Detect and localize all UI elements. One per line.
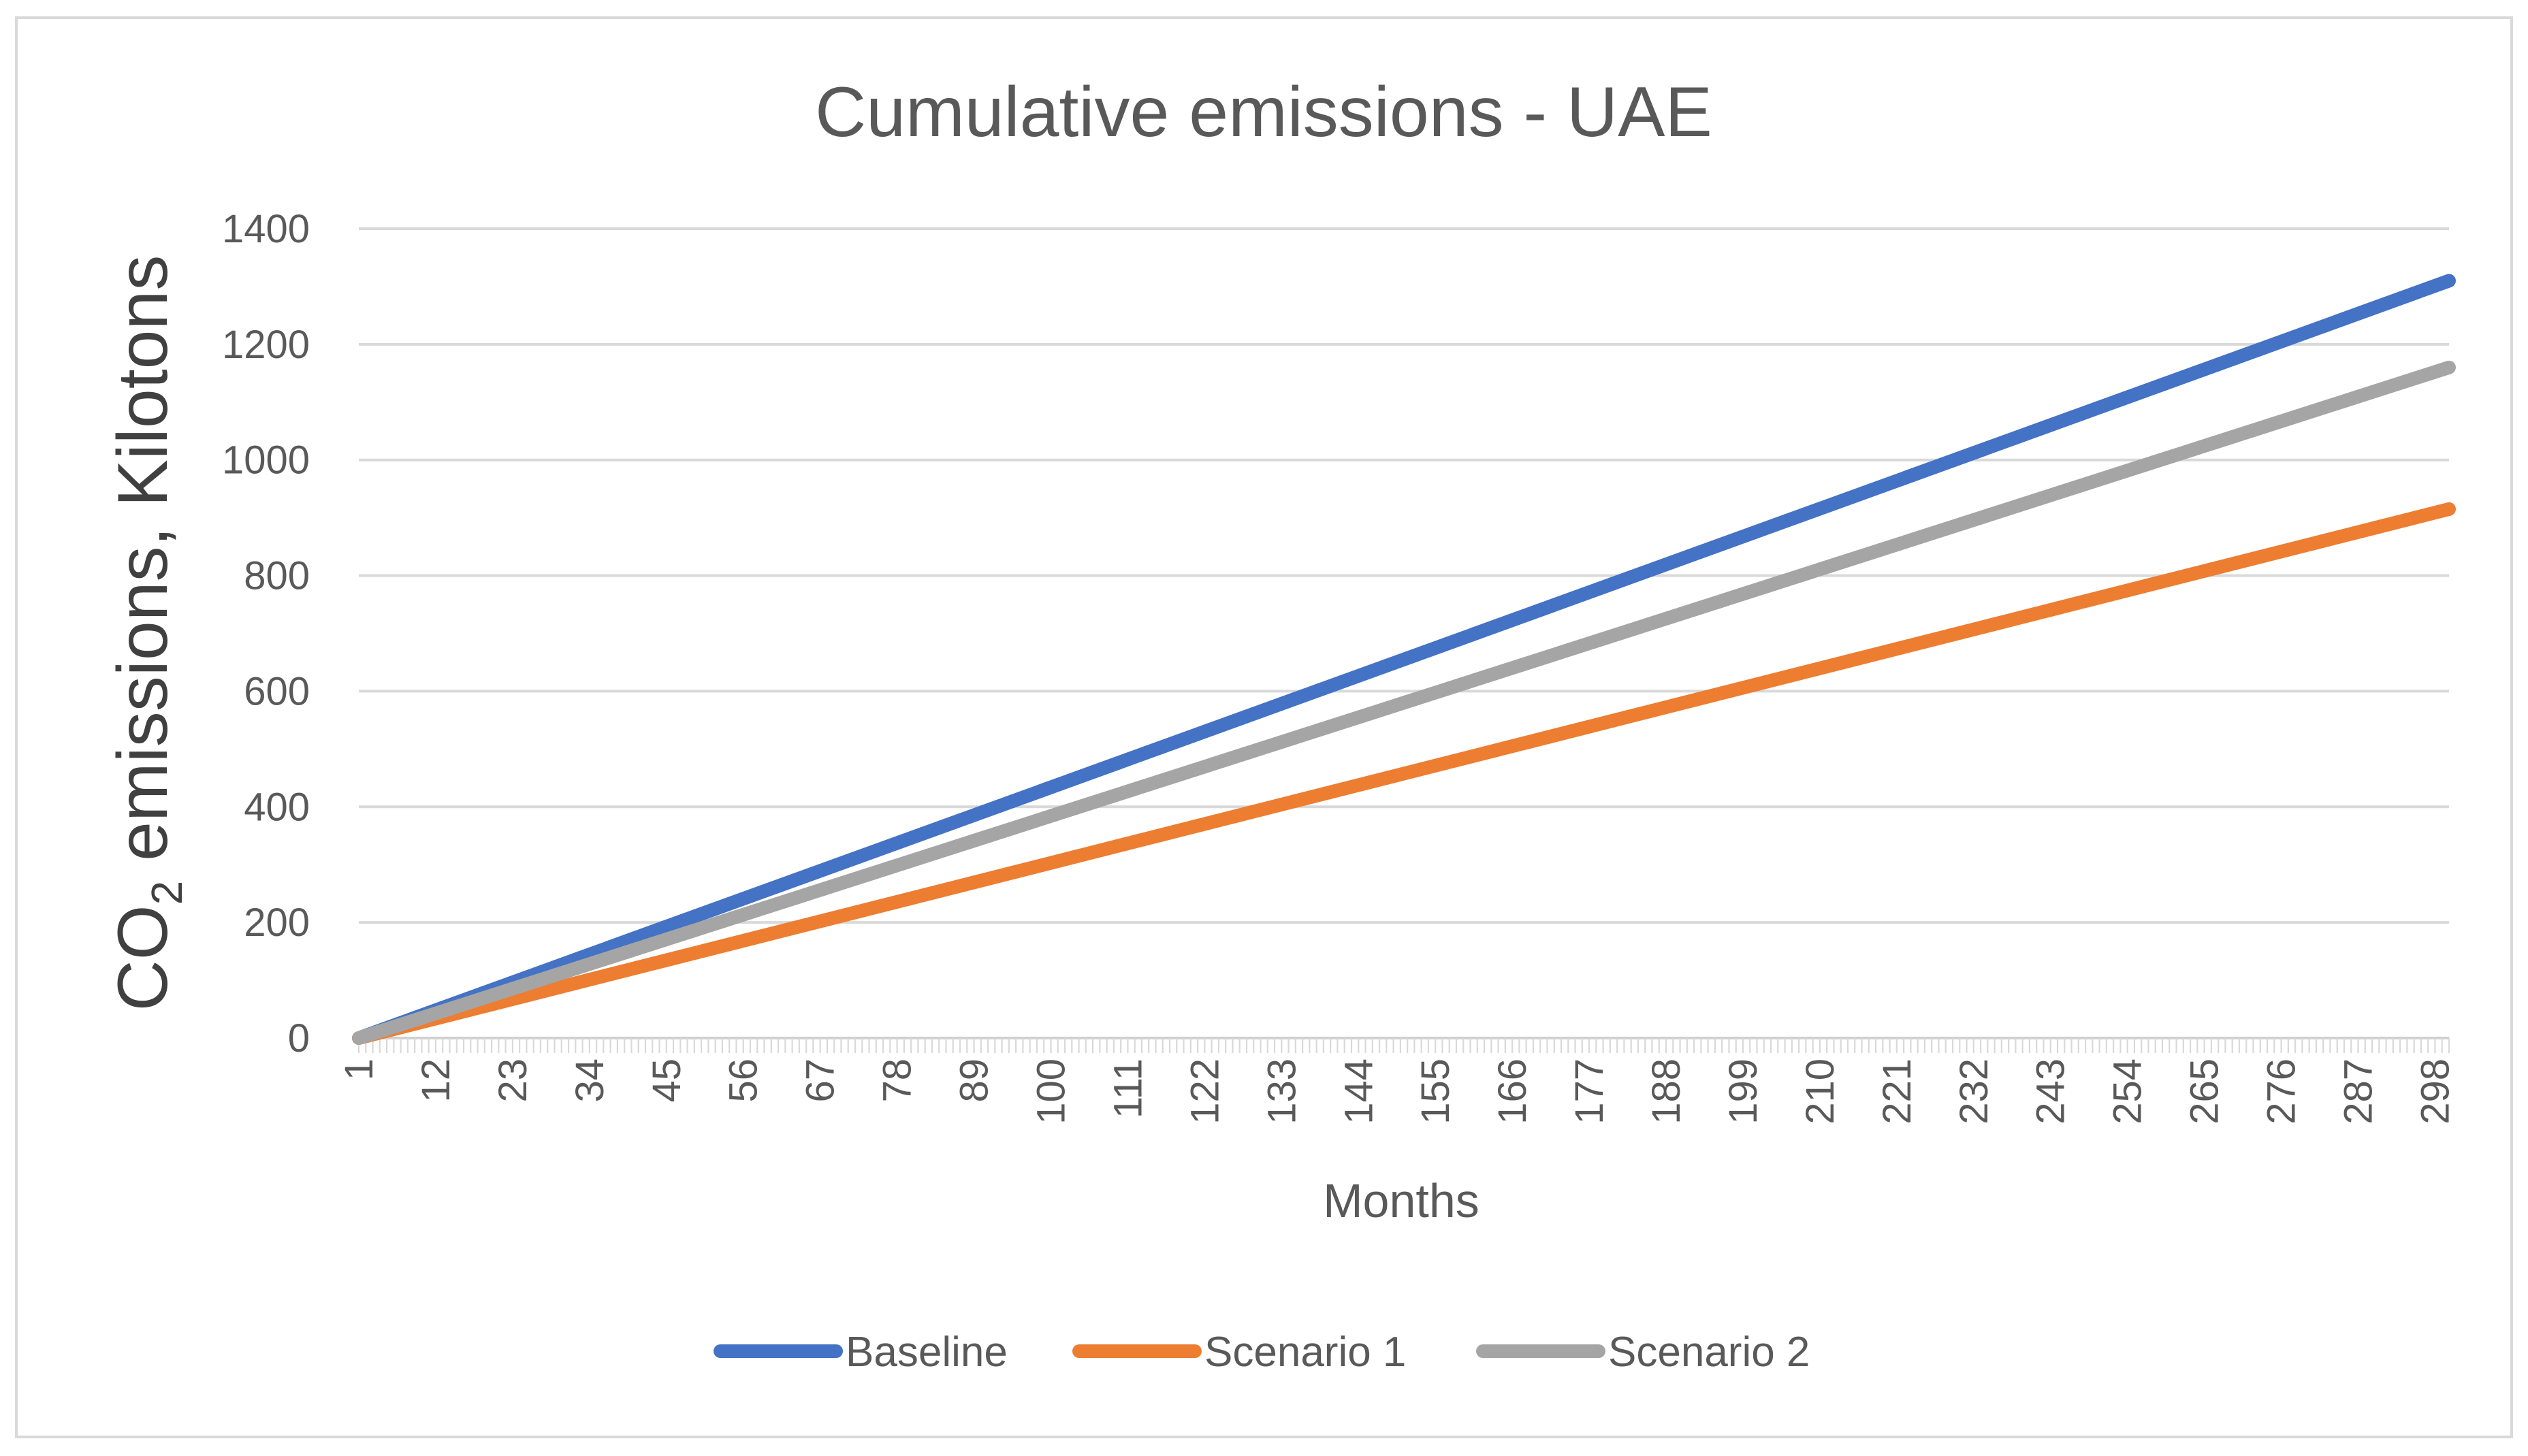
y-tick-labels: 0 200 400 600 800 1000 1200 1400 — [222, 207, 310, 1061]
x-tick-label: 199 — [1721, 1058, 1765, 1125]
x-tick-label: 188 — [1644, 1058, 1689, 1125]
y-tick-label: 1000 — [222, 438, 310, 483]
y-tick-label: 600 — [244, 669, 310, 713]
y-tick-label: 1400 — [222, 207, 310, 251]
y-tick-label: 200 — [244, 901, 310, 945]
legend: Baseline Scenario 1 Scenario 2 — [714, 1329, 1810, 1376]
x-tick-label: 276 — [2260, 1058, 2304, 1125]
chart-frame — [15, 16, 2513, 1438]
y-tick-label: 400 — [244, 785, 310, 829]
series-lines — [352, 274, 2456, 1045]
x-tick-label: 298 — [2413, 1058, 2457, 1125]
x-tick-labels: 1 12 23 34 45 56 67 78 89 100 111 122 133 144 155 166 17… — [337, 1058, 2457, 1125]
x-tick-marks — [357, 1038, 2450, 1053]
x-tick-label: 221 — [1875, 1058, 1919, 1125]
x-axis-title: Months — [1323, 1174, 1479, 1227]
x-tick-label: 34 — [568, 1058, 612, 1103]
y-axis-title-prefix: CO — [103, 905, 182, 1011]
x-tick-label: 89 — [953, 1058, 997, 1103]
x-tick-label: 111 — [1106, 1058, 1150, 1118]
x-tick-label: 232 — [1952, 1058, 1996, 1125]
x-tick-label: 1 — [337, 1058, 381, 1080]
x-tick-label: 177 — [1567, 1058, 1612, 1125]
y-axis-title-subscript: 2 — [142, 881, 191, 905]
y-tick-label: 1200 — [222, 323, 310, 367]
x-tick-label: 254 — [2106, 1058, 2150, 1125]
legend-label: Baseline — [846, 1329, 1008, 1376]
chart-title: Cumulative emissions - UAE — [815, 73, 1712, 152]
x-tick-label: 243 — [2029, 1058, 2073, 1125]
x-tick-label: 287 — [2337, 1058, 2381, 1125]
legend-label: Scenario 2 — [1608, 1329, 1810, 1376]
x-tick-label: 100 — [1029, 1058, 1073, 1125]
x-tick-label: 122 — [1183, 1058, 1227, 1125]
y-axis-title: CO2 emissions, Kilotons — [103, 255, 191, 1012]
x-tick-label: 265 — [2183, 1058, 2227, 1125]
x-tick-label: 144 — [1337, 1058, 1381, 1125]
x-tick-label: 78 — [876, 1058, 920, 1103]
x-tick-label: 45 — [645, 1058, 689, 1103]
legend-label: Scenario 1 — [1204, 1329, 1406, 1376]
x-tick-label: 210 — [1798, 1058, 1842, 1125]
x-tick-label: 67 — [799, 1058, 843, 1103]
y-tick-label: 0 — [288, 1016, 310, 1061]
x-tick-label: 166 — [1490, 1058, 1535, 1125]
x-tick-label: 133 — [1260, 1058, 1304, 1125]
gridlines — [359, 227, 2449, 1039]
x-tick-label: 56 — [722, 1058, 766, 1103]
y-axis-title-suffix: emissions, Kilotons — [103, 255, 182, 881]
y-tick-label: 800 — [244, 554, 310, 598]
x-tick-label: 23 — [491, 1058, 535, 1103]
series-line-scenario-1 — [352, 502, 2456, 1045]
x-tick-label: 155 — [1413, 1058, 1458, 1125]
series-line-baseline — [352, 274, 2456, 1045]
x-tick-label: 12 — [414, 1058, 458, 1103]
series-line-scenario-2 — [352, 360, 2456, 1045]
